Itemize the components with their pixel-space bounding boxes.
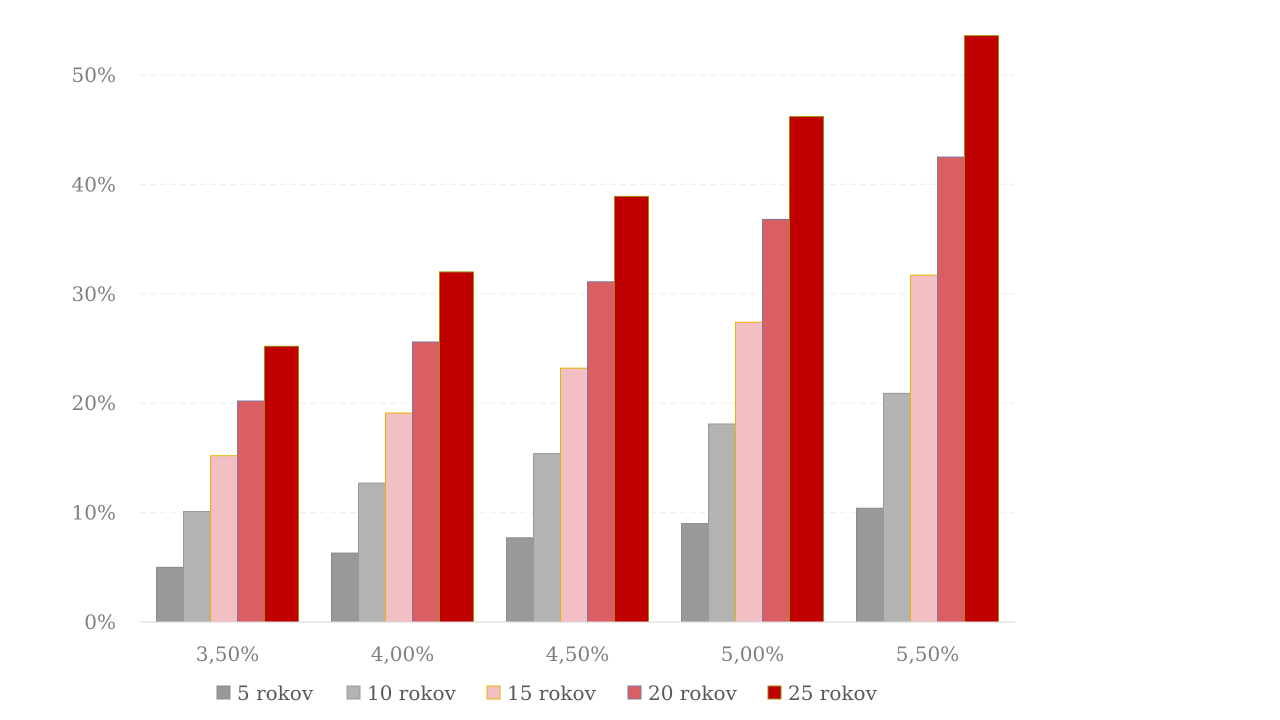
legend-label: 20 rokov <box>648 681 738 705</box>
x-tick-label: 4,00% <box>371 642 435 666</box>
y-tick-label: 20% <box>72 391 116 415</box>
legend: 5 rokov 10 rokov 15 rokov 20 rokov 25 rokov <box>216 681 878 705</box>
y-tick-label: 40% <box>72 172 116 196</box>
legend-swatch <box>767 685 782 700</box>
bar <box>264 345 299 623</box>
y-tick-label: 10% <box>72 501 116 525</box>
bar <box>964 35 999 623</box>
x-axis-ticks: 3,50% 4,00% 4,50% 5,00% 5,50% <box>196 642 960 666</box>
bar <box>614 195 649 623</box>
bar <box>789 116 824 623</box>
legend-label: 25 rokov <box>788 681 878 705</box>
legend-swatch <box>627 685 642 700</box>
x-tick-label: 5,50% <box>896 642 960 666</box>
legend-swatch <box>346 685 361 700</box>
bars <box>156 35 999 623</box>
y-tick-label: 30% <box>72 282 116 306</box>
legend-swatch <box>486 685 501 700</box>
x-tick-label: 4,50% <box>546 642 610 666</box>
x-tick-label: 5,00% <box>721 642 785 666</box>
x-tick-label: 3,50% <box>196 642 260 666</box>
legend-label: 10 rokov <box>367 681 457 705</box>
legend-swatch <box>216 685 231 700</box>
bar <box>439 271 474 623</box>
y-axis-ticks: 0% 10% 20% 30% 40% 50% <box>72 63 116 634</box>
y-tick-label: 50% <box>72 63 116 87</box>
y-tick-label: 0% <box>84 610 116 634</box>
legend-label: 15 rokov <box>507 681 597 705</box>
legend-label: 5 rokov <box>237 681 314 705</box>
